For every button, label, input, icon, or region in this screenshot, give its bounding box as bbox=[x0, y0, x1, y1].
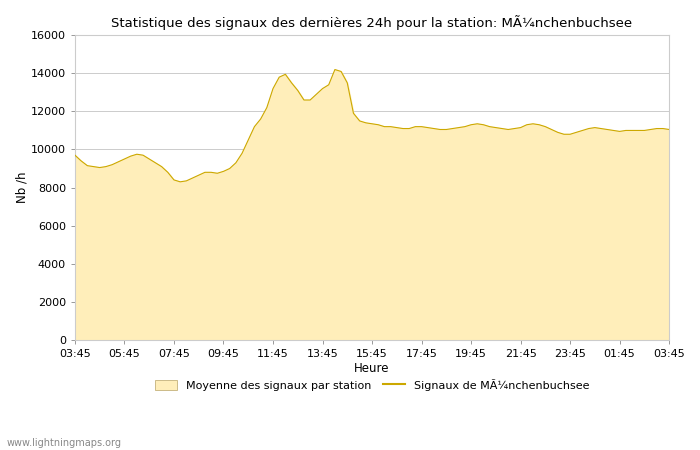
X-axis label: Heure: Heure bbox=[354, 361, 390, 374]
Y-axis label: Nb /h: Nb /h bbox=[15, 172, 28, 203]
Legend: Moyenne des signaux par station, Signaux de MÃ¼nchenbuchsee: Moyenne des signaux par station, Signaux… bbox=[150, 374, 594, 395]
Text: www.lightningmaps.org: www.lightningmaps.org bbox=[7, 438, 122, 448]
Title: Statistique des signaux des dernières 24h pour la station: MÃ¼nchenbuchsee: Statistique des signaux des dernières 24… bbox=[111, 15, 633, 30]
